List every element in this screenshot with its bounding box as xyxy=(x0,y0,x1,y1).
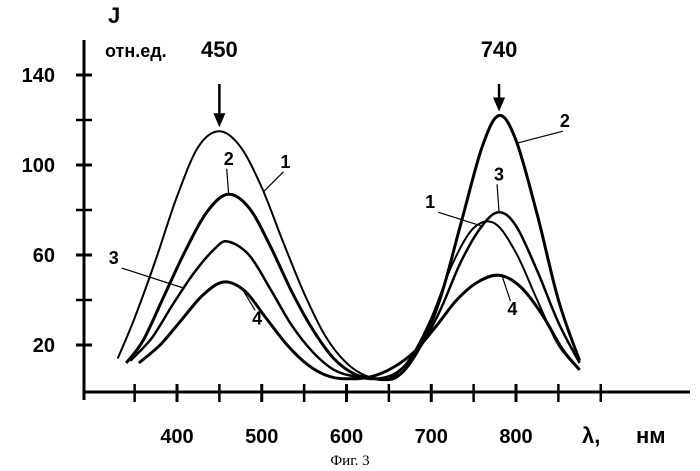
series-label-leader xyxy=(227,169,229,195)
x-tick-label: 400 xyxy=(160,426,193,448)
x-tick-label: 700 xyxy=(415,426,448,448)
series-label-leader xyxy=(497,184,499,212)
series-label-leader xyxy=(517,131,563,143)
curve-4 xyxy=(139,275,580,379)
x-axis-label: λ, xyxy=(582,423,600,448)
curve-3 xyxy=(130,212,579,379)
series-label: 1 xyxy=(425,192,435,212)
series-label: 2 xyxy=(560,111,570,131)
series-label: 1 xyxy=(280,152,290,172)
series-label-leader xyxy=(263,172,283,192)
peak-arrow-head xyxy=(493,98,505,112)
peak-label: 450 xyxy=(201,37,238,62)
series-label: 4 xyxy=(507,299,517,319)
series-label: 2 xyxy=(224,149,234,169)
curve-1 xyxy=(118,131,580,380)
peak-label: 740 xyxy=(481,37,518,62)
x-ticks: 400 500 600 700 800 xyxy=(135,384,601,448)
y-tick-label: 20 xyxy=(33,335,55,357)
series-label: 3 xyxy=(494,164,504,184)
y-axis-units: отн.ед. xyxy=(105,41,167,61)
figure-caption: Фиг. 3 xyxy=(330,453,369,469)
y-ticks: 20 60 100 140 xyxy=(22,65,92,357)
x-tick-label: 600 xyxy=(330,426,363,448)
series-label: 3 xyxy=(109,248,119,268)
y-axis-symbol: J xyxy=(108,3,120,28)
peak-arrows: 450 740 xyxy=(201,37,517,127)
y-tick-label: 60 xyxy=(33,245,55,267)
y-tick-label: 140 xyxy=(22,65,55,87)
curves xyxy=(118,115,580,380)
x-axis-units: нм xyxy=(636,423,666,448)
series-label-leader xyxy=(502,277,510,301)
x-tick-label: 500 xyxy=(245,426,278,448)
y-tick-label: 100 xyxy=(22,155,55,177)
x-tick-label: 800 xyxy=(499,426,532,448)
peak-arrow-head xyxy=(213,113,225,127)
series-label: 4 xyxy=(252,308,262,328)
